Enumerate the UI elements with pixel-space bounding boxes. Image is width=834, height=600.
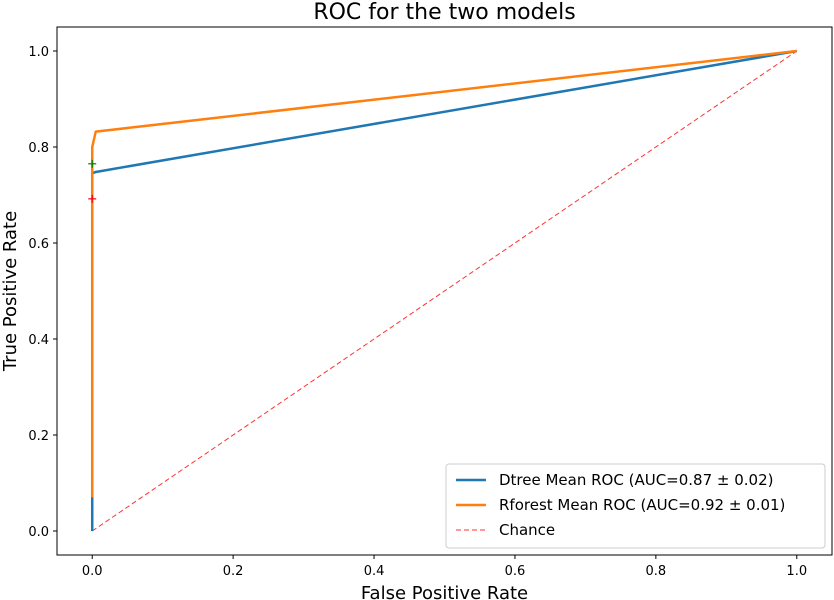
x-axis-title: False Positive Rate	[361, 583, 528, 600]
y-axis-title: True Positive Rate	[0, 211, 21, 372]
series-line-2	[91, 50, 798, 532]
x-tick-label: 0.4	[364, 564, 385, 579]
y-tick-label: 0.0	[28, 525, 49, 540]
legend-box	[445, 463, 826, 549]
x-tick-label: 0.2	[223, 564, 244, 579]
y-tick-label: 0.2	[28, 429, 49, 444]
chart-title: ROC for the two models	[313, 0, 575, 25]
legend-label-1: Rforest Mean ROC (AUC=0.92 ± 0.01)	[499, 496, 785, 514]
legend-label-2: Chance	[499, 521, 555, 539]
point-marker-1	[88, 194, 97, 203]
y-tick-label: 0.4	[28, 333, 49, 348]
legend-label-0: Dtree Mean ROC (AUC=0.87 ± 0.02)	[499, 471, 774, 489]
legend: Dtree Mean ROC (AUC=0.87 ± 0.02) Rforest …	[445, 463, 826, 549]
point-marker-0	[88, 159, 97, 168]
axes-frame	[56, 26, 833, 556]
series-line-1	[90, 49, 797, 498]
plot-area: 0.0 0.2 0.4 0.6 0.8 1.0 0.0 0.2 0.4 0.6 0.8 1.0	[28, 26, 833, 579]
y-tick-label: 0.8	[28, 141, 49, 156]
x-tick-label: 0.8	[646, 564, 667, 579]
y-tick-label: 1.0	[28, 45, 49, 60]
y-tick-label: 0.6	[28, 237, 49, 252]
x-tick-label: 1.0	[786, 564, 807, 579]
x-tick-label: 0.0	[82, 564, 103, 579]
x-tick-label: 0.6	[505, 564, 526, 579]
